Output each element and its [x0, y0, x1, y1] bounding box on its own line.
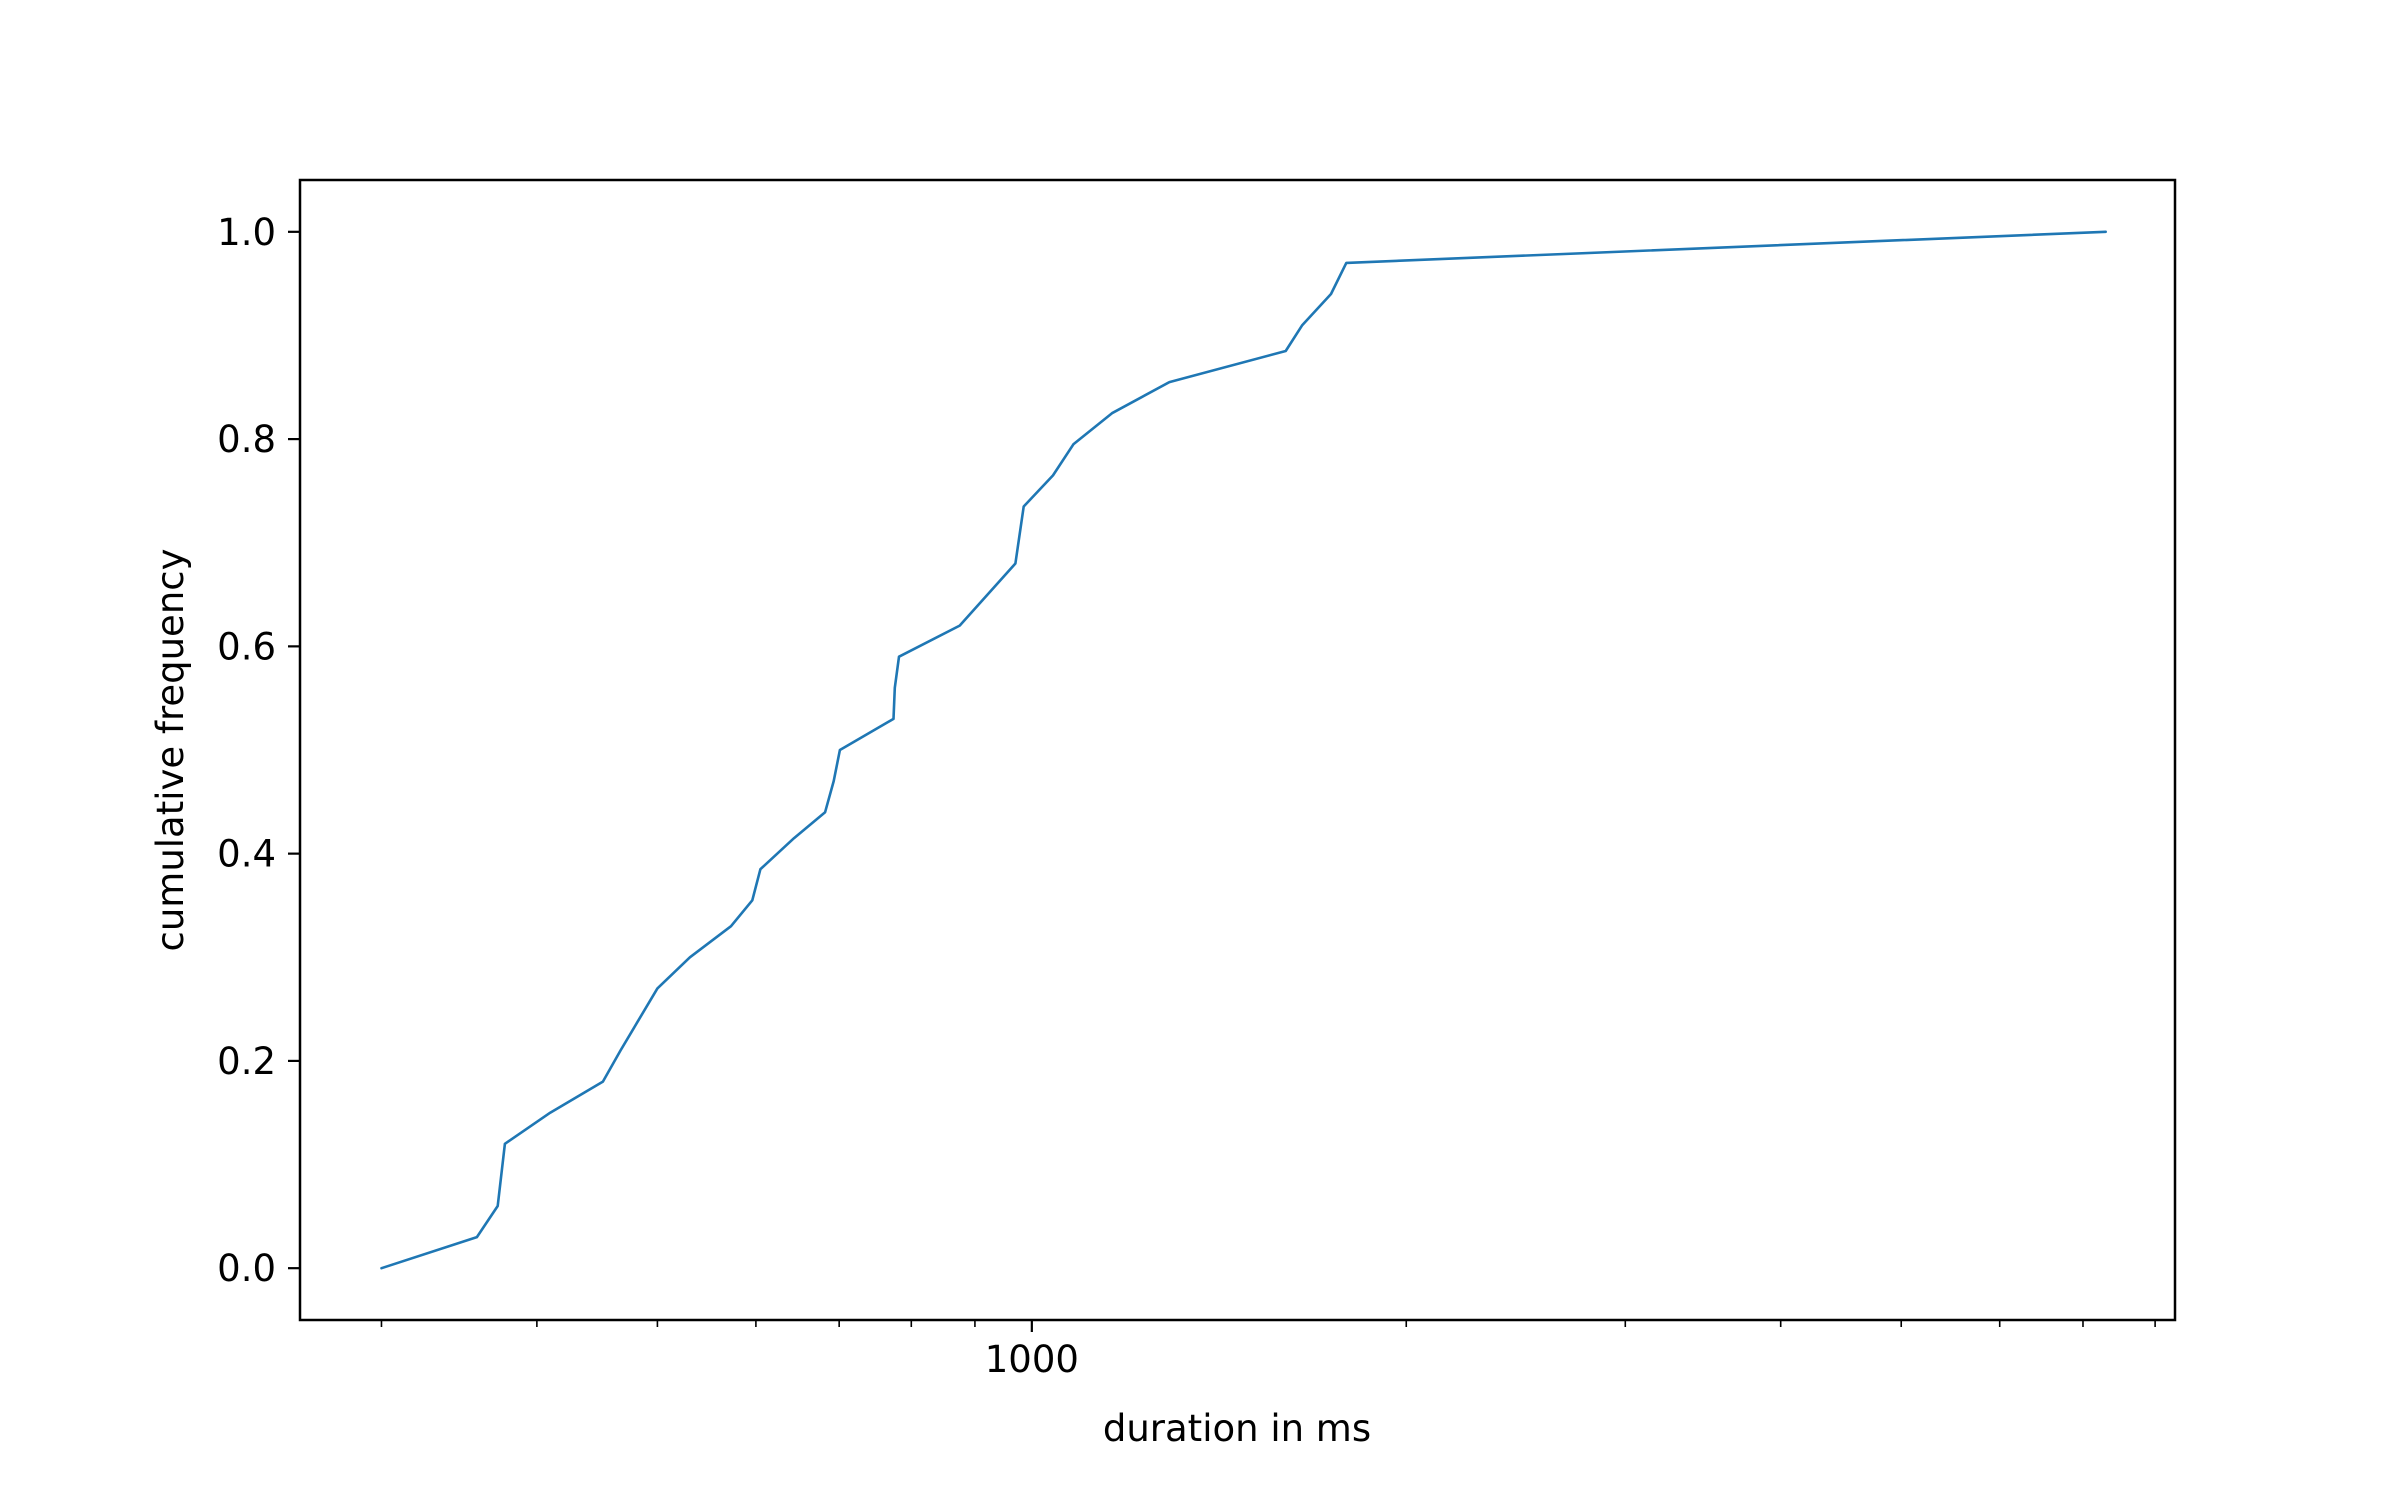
y-axis-label: cumulative frequency	[149, 548, 192, 951]
y-tick-label: 1.0	[217, 211, 276, 254]
y-tick-label: 0.6	[217, 625, 276, 668]
ticks-layer: 0.0 0.2 0.4 0.6 0.8 1.0 1000	[217, 211, 2156, 1381]
x-axis-label: duration in ms	[1103, 1407, 1371, 1450]
plot-frame	[298, 178, 2177, 1322]
y-tick-label: 0.4	[217, 833, 276, 876]
cdf-line	[380, 230, 2107, 1270]
y-tick-label: 0.8	[217, 418, 276, 461]
y-tick-label: 0.2	[217, 1040, 276, 1083]
y-tick-label: 0.0	[217, 1247, 276, 1290]
x-tick-label: 1000	[985, 1338, 1079, 1381]
series-layer	[380, 230, 2107, 1270]
